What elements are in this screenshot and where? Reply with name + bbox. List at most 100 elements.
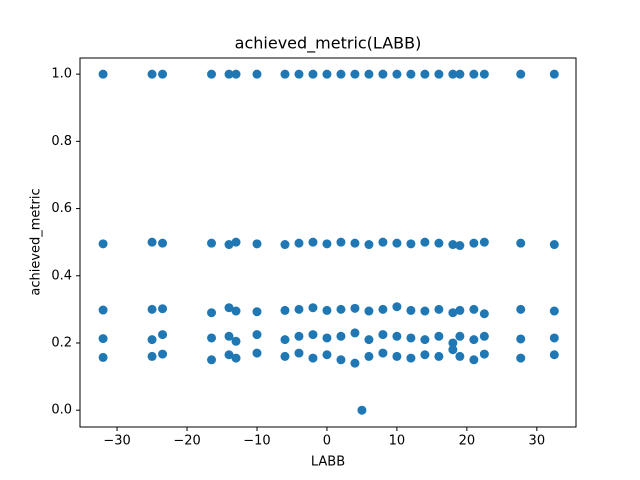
point [420, 237, 430, 247]
point [479, 69, 489, 79]
chart-title: achieved_metric(LABB) [235, 34, 422, 54]
point [434, 69, 444, 79]
point [231, 336, 241, 346]
point [350, 358, 360, 368]
point [224, 69, 234, 79]
point [392, 302, 402, 312]
point [364, 351, 374, 361]
point [420, 306, 430, 316]
point [294, 304, 304, 314]
point [406, 69, 416, 79]
point [322, 333, 332, 343]
point [406, 239, 416, 249]
point [98, 334, 108, 344]
point [308, 353, 318, 363]
point [98, 305, 108, 315]
point [147, 237, 157, 247]
point [516, 238, 526, 248]
point [434, 304, 444, 314]
point [392, 351, 402, 361]
axes-frame [79, 57, 577, 428]
point [207, 308, 217, 318]
point [158, 330, 168, 340]
point [434, 331, 444, 341]
point [448, 69, 458, 79]
point [207, 333, 217, 343]
point [294, 348, 304, 358]
point [280, 69, 290, 79]
point [98, 239, 108, 249]
point [252, 239, 262, 249]
y-axis-label: achieved_metric [29, 188, 44, 295]
x-tick-label: 30 [529, 434, 546, 449]
point [280, 305, 290, 315]
x-tick-label: 20 [459, 434, 476, 449]
point [322, 350, 332, 360]
point [448, 345, 458, 355]
point [308, 303, 318, 313]
point [392, 69, 402, 79]
point [469, 335, 479, 345]
x-tick-label: 10 [389, 434, 406, 449]
point [231, 237, 241, 247]
point [350, 303, 360, 313]
y-tick-label: 0.0 [51, 403, 72, 418]
point [364, 69, 374, 79]
point [516, 69, 526, 79]
point [378, 304, 388, 314]
point [406, 353, 416, 363]
point [378, 237, 388, 247]
point [336, 355, 346, 365]
point [147, 304, 157, 314]
point [207, 69, 217, 79]
point [350, 328, 360, 338]
point [469, 355, 479, 365]
point [455, 331, 465, 341]
point [336, 237, 346, 247]
point [455, 351, 465, 361]
point [336, 69, 346, 79]
x-tick-label: −30 [103, 434, 130, 449]
point [231, 306, 241, 316]
point [308, 330, 318, 340]
point [322, 239, 332, 249]
point [549, 350, 559, 360]
point [364, 240, 374, 250]
point [98, 352, 108, 362]
point [434, 351, 444, 361]
point [158, 349, 168, 359]
point [549, 333, 559, 343]
point [420, 69, 430, 79]
point [455, 241, 465, 251]
point [308, 237, 318, 247]
point [308, 69, 318, 79]
point [224, 240, 234, 250]
point [392, 238, 402, 248]
point [224, 331, 234, 341]
point [252, 348, 262, 358]
point [280, 335, 290, 345]
point [224, 303, 234, 313]
x-tick-label: 0 [323, 434, 331, 449]
point [294, 331, 304, 341]
point [378, 348, 388, 358]
point [392, 331, 402, 341]
point [336, 331, 346, 341]
point [448, 338, 458, 348]
y-tick-label: 0.6 [51, 201, 72, 216]
point [434, 238, 444, 248]
point [252, 69, 262, 79]
point [364, 306, 374, 316]
y-tick-label: 0.4 [51, 268, 72, 283]
point [158, 69, 168, 79]
point [455, 69, 465, 79]
point [469, 238, 479, 248]
point [406, 333, 416, 343]
point [479, 309, 489, 319]
point [455, 305, 465, 315]
point [516, 353, 526, 363]
point [252, 307, 262, 317]
point [469, 69, 479, 79]
point [207, 238, 217, 248]
